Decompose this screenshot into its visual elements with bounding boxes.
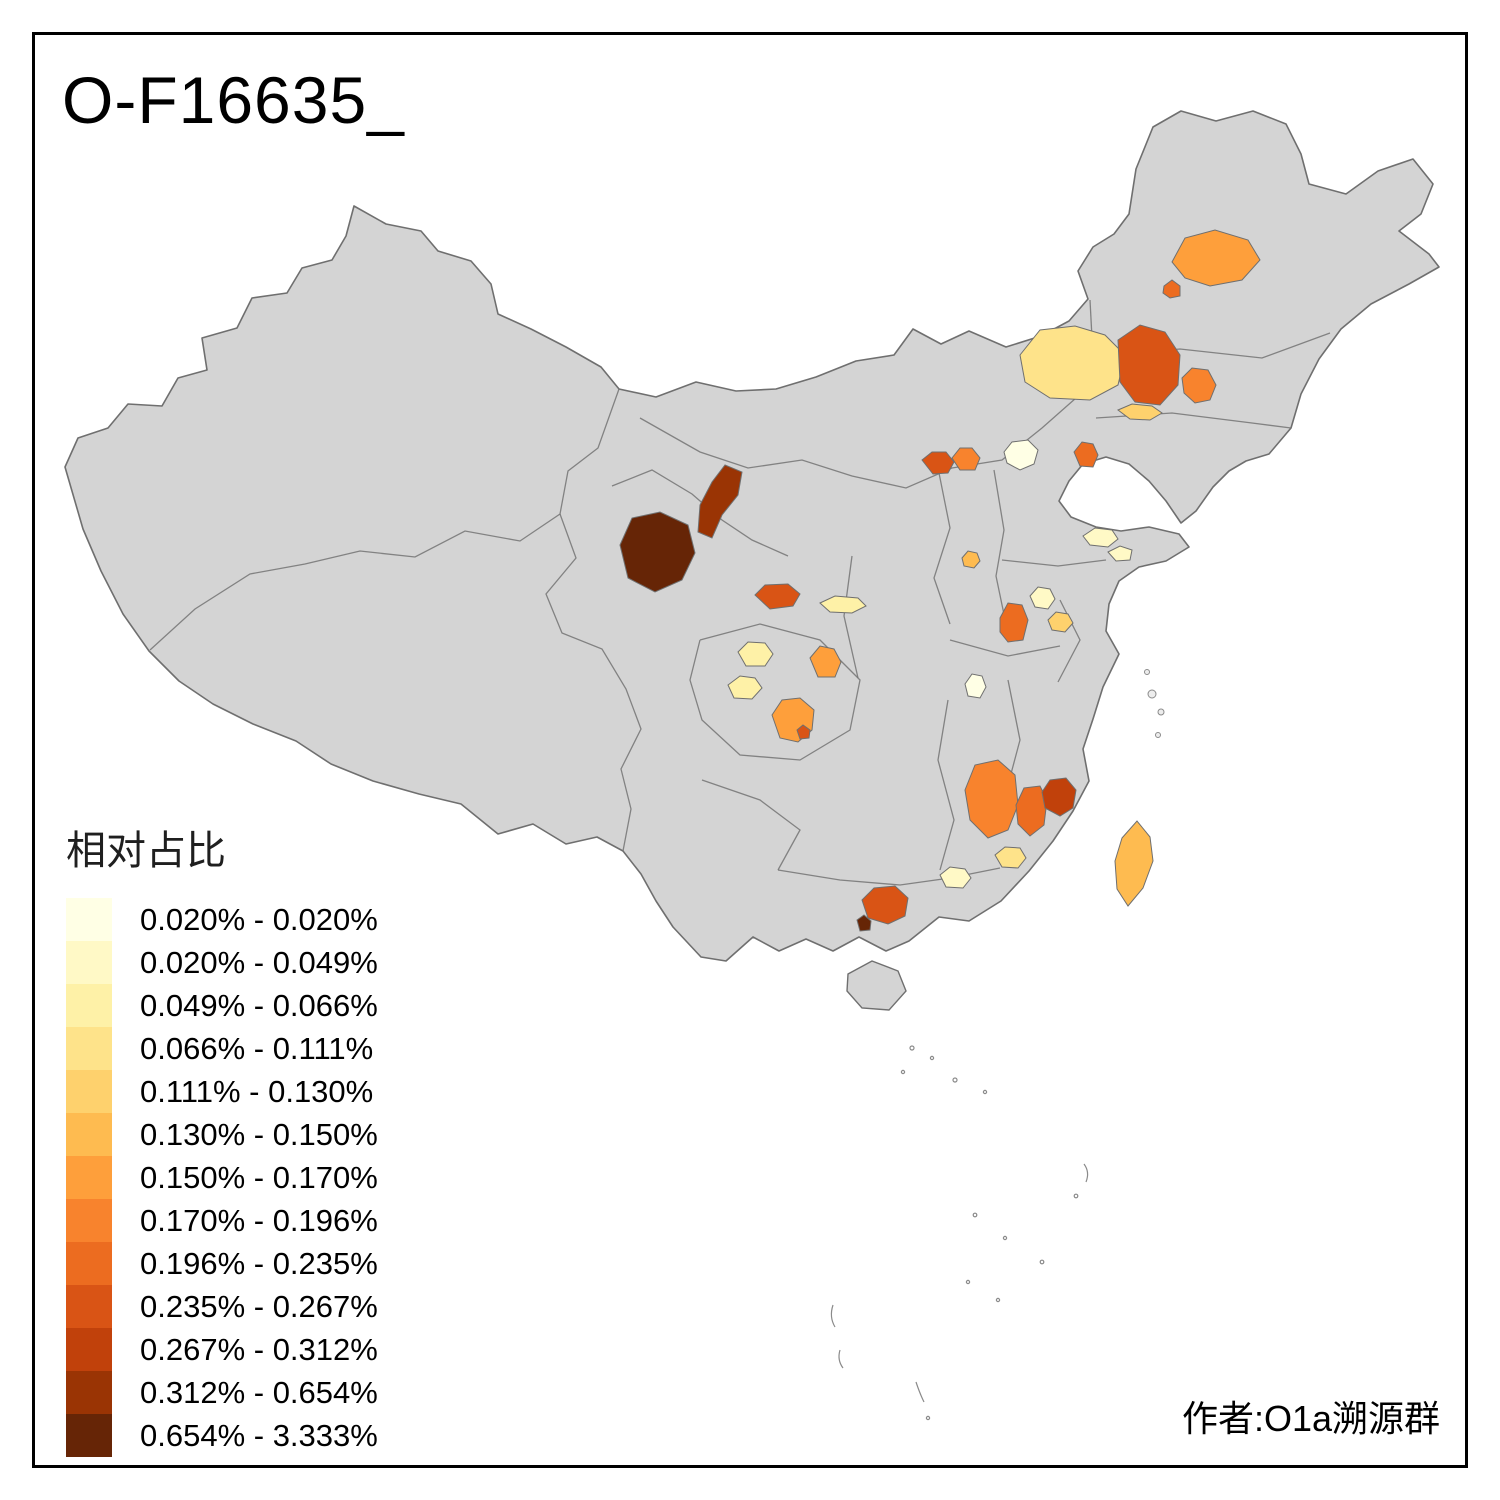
legend-swatch <box>66 1199 112 1242</box>
legend-label: 0.235% - 0.267% <box>140 1288 378 1324</box>
legend-item: 0.020% - 0.049% <box>66 941 378 984</box>
region-shandong-north <box>1082 527 1119 548</box>
region-hebei-north-dark <box>921 451 955 475</box>
region-shandong-coast <box>1107 545 1133 562</box>
legend-item: 0.020% - 0.020% <box>66 898 378 941</box>
legend-swatch <box>66 1285 112 1328</box>
legend-label: 0.150% - 0.170% <box>140 1159 378 1195</box>
region-inner-mongolia-east-dark <box>1117 324 1181 406</box>
region-guangxi-south-dot <box>856 914 872 932</box>
legend-swatch <box>66 1027 112 1070</box>
legend-label: 0.020% - 0.020% <box>140 901 378 937</box>
legend-swatch <box>66 941 112 984</box>
legend-swatch <box>66 1414 112 1457</box>
legend-swatch <box>66 898 112 941</box>
choropleth-regions <box>619 229 1261 932</box>
east-coast-islands <box>1144 669 1165 738</box>
region-inner-mongolia-far-east <box>1181 367 1217 404</box>
legend-item: 0.235% - 0.267% <box>66 1285 378 1328</box>
region-hubei-central-pale <box>964 673 987 699</box>
legend-swatch <box>66 1371 112 1414</box>
legend-label: 0.130% - 0.150% <box>140 1116 378 1152</box>
attribution-text: 作者:O1a溯源群 <box>1181 1398 1440 1439</box>
region-sichuan-north <box>809 645 842 678</box>
region-gansu-south-b <box>727 675 763 700</box>
legend-swatch <box>66 1328 112 1371</box>
legend-swatch <box>66 1156 112 1199</box>
legend-swatch <box>66 1113 112 1156</box>
region-gansu-south-a <box>737 641 774 667</box>
legend-label: 0.111% - 0.130% <box>140 1073 374 1109</box>
legend-item: 0.150% - 0.170% <box>66 1156 378 1199</box>
legend-label: 0.196% - 0.235% <box>140 1245 378 1281</box>
legend-label: 0.020% - 0.049% <box>140 944 378 980</box>
hainan-island <box>846 960 907 1011</box>
legend-label: 0.654% - 3.333% <box>140 1417 378 1453</box>
legend-swatch <box>66 1070 112 1113</box>
region-henan-central <box>999 602 1029 643</box>
legend-item: 0.654% - 3.333% <box>66 1414 378 1457</box>
region-liaoning-west <box>1073 441 1099 468</box>
region-guangdong-north-pale <box>994 846 1027 869</box>
region-henan-north-pale <box>1029 586 1056 610</box>
legend-item: 0.267% - 0.312% <box>66 1328 378 1371</box>
region-guangdong-west-pale <box>939 866 972 889</box>
region-jilin-west-strip <box>1117 403 1163 421</box>
legend-item: 0.196% - 0.235% <box>66 1242 378 1285</box>
region-henan-east <box>1047 611 1074 633</box>
region-shanxi-south-dot <box>961 550 981 569</box>
legend-item: 0.312% - 0.654% <box>66 1371 378 1414</box>
china-mainland <box>64 110 1440 962</box>
region-gansu-corridor <box>697 464 743 539</box>
legend-label: 0.049% - 0.066% <box>140 987 378 1023</box>
legend-item: 0.066% - 0.111% <box>66 1027 378 1070</box>
legend-label: 0.312% - 0.654% <box>140 1374 378 1410</box>
region-qinghai-east <box>619 511 696 593</box>
legend-label: 0.267% - 0.312% <box>140 1331 378 1367</box>
legend-title: 相对占比 <box>66 829 226 873</box>
region-chengdu-dot <box>796 724 811 740</box>
south-china-sea-islands <box>830 1045 1089 1421</box>
legend-item: 0.049% - 0.066% <box>66 984 378 1027</box>
region-taiwan-island <box>1114 820 1154 907</box>
region-northeast-heilongjiang <box>1171 229 1261 287</box>
legend-label: 0.170% - 0.196% <box>140 1202 378 1238</box>
region-shaanxi-east-pale <box>819 595 867 614</box>
region-shaanxi-central <box>754 583 801 610</box>
page-title: O-F16635_ <box>62 63 405 137</box>
region-beijing <box>1003 439 1039 471</box>
legend-item: 0.170% - 0.196% <box>66 1199 378 1242</box>
legend-item: 0.130% - 0.150% <box>66 1113 378 1156</box>
legend-swatch <box>66 984 112 1027</box>
region-hebei-north-orange <box>951 447 981 471</box>
legend-item: 0.111% - 0.130% <box>66 1070 378 1113</box>
region-northeast-dot <box>1162 279 1181 299</box>
legend-swatch <box>66 1242 112 1285</box>
legend: 相对占比 0.020% - 0.020% 0.020% - 0.049% 0.0… <box>66 818 378 1457</box>
legend-label: 0.066% - 0.111% <box>140 1030 374 1066</box>
region-fujian-north <box>1041 777 1077 817</box>
region-jiangxi-east <box>1015 785 1048 837</box>
region-guangxi-south <box>861 885 909 925</box>
